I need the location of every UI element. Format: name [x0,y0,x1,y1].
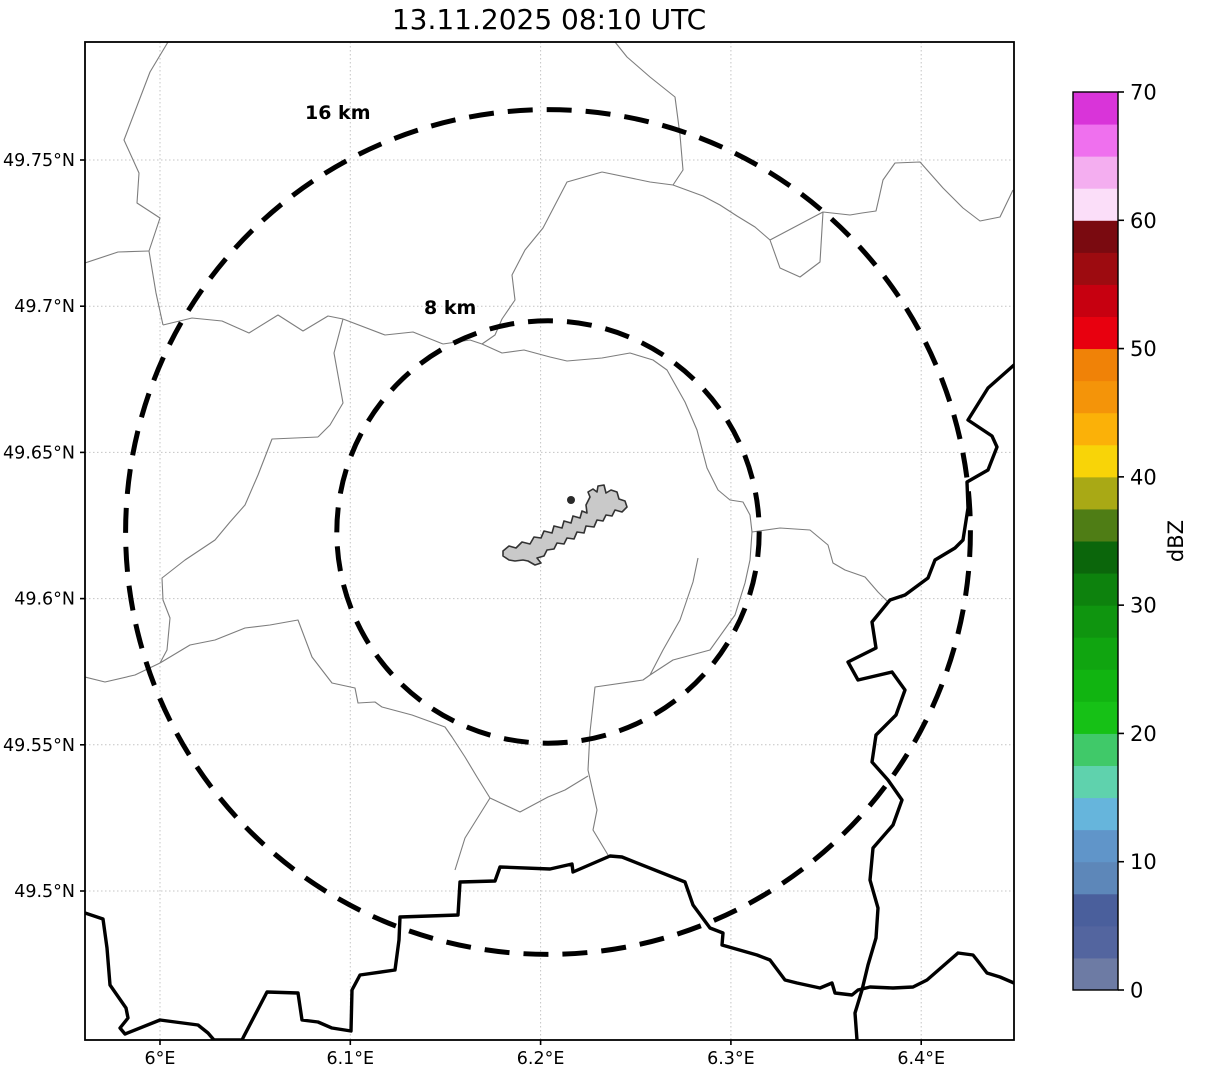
colorbar-segment [1073,733,1118,766]
colorbar-segment [1073,925,1118,959]
country-border-line [846,363,1014,1040]
admin-boundary-line [751,527,888,602]
colorbar-segment [1073,797,1118,831]
colorbar-segment [1073,220,1118,253]
colorbar-segment [1073,861,1118,895]
y-tick-label: 49.55°N [3,736,75,756]
y-tick-label: 49.65°N [3,443,75,463]
colorbar-segment [1073,316,1118,350]
colorbar-segment [1073,637,1118,670]
colorbar-segment [1073,412,1118,446]
admin-boundary-line [123,42,169,326]
colorbar-segment [1073,188,1118,221]
colorbar-segment [1073,444,1118,478]
admin-boundary-line [481,171,603,345]
range-ring-label-8km: 8 km [424,297,476,319]
colorbar-ticks: 0 10 20 30 40 50 60 70 [1118,81,1157,1003]
plot-frame [84,41,1015,1041]
y-tick-label: 49.75°N [3,151,75,171]
colorbar-segment [1073,541,1118,574]
colorbar-frame [1072,91,1119,991]
x-tick-label: 6.1°E [326,1049,374,1069]
admin-boundary-line [489,775,589,813]
colorbar-tick-label: 70 [1130,81,1157,105]
admin-boundary-line [614,42,684,186]
y-tick-label: 49.5°N [14,882,75,902]
colorbar-segment [1073,380,1118,414]
colorbar-tick-label: 40 [1130,465,1157,489]
admin-boundary-line [649,557,699,676]
colorbar-segment [1073,284,1118,317]
airport-footprint [502,484,628,566]
plot-title: 13.11.2025 08:10 UTC [392,3,706,36]
radar-site-marker [567,496,575,504]
colorbar-segment [1073,92,1118,125]
colorbar-segment [1073,669,1118,702]
range-ring-label-16km: 16 km [305,102,371,124]
colorbar-tick-label: 10 [1130,850,1157,874]
colorbar-segment [1073,573,1118,606]
colorbar-segment [1073,156,1118,189]
colorbar-segment [1073,508,1118,542]
range-rings [123,107,973,957]
colorbar-segment [1073,124,1118,157]
admin-boundary-line [769,211,824,278]
airport-area-polygon [502,484,628,566]
colorbar-segment [1073,252,1118,285]
colorbar-segment [1073,348,1118,382]
admin-boundary-line [85,250,150,264]
admin-boundary-line [159,619,491,871]
admin-boundary-line [317,318,344,438]
colorbar-segment [1073,893,1118,927]
x-tick-label: 6.2°E [517,1049,565,1069]
axis-ticks: 6°E 6.1°E 6.2°E 6.3°E 6.4°E 49.75°N 49.7°N 49.6… [3,151,945,1069]
x-tick-label: 6.4°E [897,1049,945,1069]
colorbar-unit-label: dBZ [1164,520,1188,562]
colorbar-tick-label: 30 [1130,594,1157,618]
colorbar-segment [1073,765,1118,799]
colorbar-tick-label: 60 [1130,209,1157,233]
x-tick-label: 6°E [145,1049,176,1069]
x-tick-label: 6.3°E [707,1049,755,1069]
colorbar-segment [1073,605,1118,638]
range-ring-8km [334,318,762,746]
admin-boundary-line [159,436,319,664]
admin-boundary-line [162,314,344,334]
y-tick-label: 49.6°N [14,590,75,610]
admin-boundary-line [442,339,753,856]
admin-boundary-line [342,318,444,345]
colorbar-segment [1073,701,1118,734]
y-tick-label: 49.7°N [14,297,75,317]
colorbar-tick-label: 50 [1130,337,1157,361]
colorbar-tick-label: 20 [1130,722,1157,746]
colorbar-segment [1073,829,1118,863]
map-boundaries [85,42,1014,1040]
colorbar-tick-label: 0 [1130,979,1143,1003]
colorbar-segment [1073,476,1118,510]
admin-boundary-line [601,171,771,241]
colorbar [1073,92,1118,991]
admin-boundary-line [769,161,1014,241]
colorbar-segment [1073,957,1118,991]
range-ring-16km [123,107,973,957]
